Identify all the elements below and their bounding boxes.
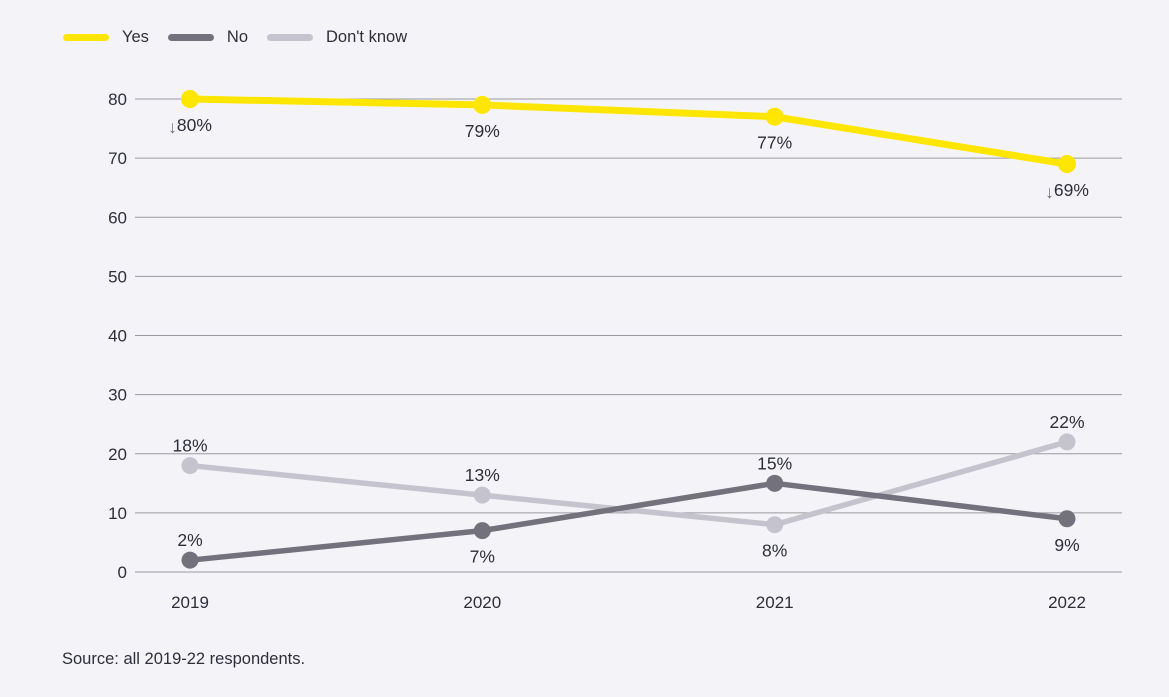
source-note: Source: all 2019-22 respondents. bbox=[62, 650, 306, 668]
point-don-t-know-2021 bbox=[766, 516, 784, 534]
data-label-yes-2021: 77% bbox=[757, 133, 792, 153]
legend-label-no: No bbox=[226, 28, 249, 46]
x-tick-label-2021: 2021 bbox=[756, 593, 794, 612]
y-tick-label-20: 20 bbox=[108, 445, 127, 464]
x-tick-label-2019: 2019 bbox=[171, 593, 209, 612]
x-tick-label-2020: 2020 bbox=[463, 593, 501, 612]
point-don-t-know-2020 bbox=[473, 486, 491, 504]
point-don-t-know-2022 bbox=[1058, 433, 1076, 451]
series-line-don-t-know bbox=[187, 439, 1070, 528]
data-label-no-2021: 15% bbox=[757, 453, 792, 473]
data-label-don-t-know-2020: 13% bbox=[465, 465, 500, 485]
point-don-t-know-2019 bbox=[181, 457, 199, 475]
series-line-yes bbox=[186, 95, 1071, 168]
legend-label-yes: Yes bbox=[122, 28, 149, 46]
y-tick-label-30: 30 bbox=[108, 386, 127, 405]
y-tick-label-10: 10 bbox=[108, 504, 127, 523]
y-tick-label-0: 0 bbox=[118, 563, 127, 582]
point-no-2022 bbox=[1058, 510, 1076, 528]
data-label-no-2019: 2% bbox=[177, 530, 202, 550]
y-tick-label-70: 70 bbox=[108, 149, 127, 168]
legend-swatch-dont-know bbox=[267, 33, 314, 41]
point-yes-2019 bbox=[181, 90, 199, 108]
legend-swatch-no bbox=[167, 33, 214, 41]
data-label-yes-2019: ↓80% bbox=[168, 115, 212, 137]
y-tick-label-80: 80 bbox=[108, 90, 127, 109]
data-label-no-2020: 7% bbox=[470, 547, 495, 567]
point-yes-2022 bbox=[1058, 155, 1076, 174]
data-label-don-t-know-2021: 8% bbox=[762, 541, 787, 561]
point-no-2020 bbox=[473, 522, 491, 540]
legend-item-yes: Yes bbox=[63, 27, 149, 47]
data-label-don-t-know-2019: 18% bbox=[172, 436, 207, 456]
legend-item-no: No bbox=[167, 27, 249, 47]
series-line-no bbox=[187, 480, 1070, 563]
x-tick-label-2022: 2022 bbox=[1048, 593, 1086, 612]
y-tick-label-40: 40 bbox=[108, 327, 127, 346]
data-label-don-t-know-2022: 22% bbox=[1049, 412, 1084, 432]
point-no-2019 bbox=[181, 551, 199, 569]
data-label-yes-2020: 79% bbox=[465, 121, 500, 141]
down-arrow-icon: ↓ bbox=[168, 117, 177, 137]
legend-item-dont-know: Don't know bbox=[267, 27, 407, 47]
chart-legend: Yes No Don't know bbox=[63, 27, 407, 47]
point-yes-2021 bbox=[765, 107, 784, 126]
data-label-no-2022: 9% bbox=[1054, 535, 1079, 555]
legend-label-dont-know: Don't know bbox=[326, 28, 408, 46]
y-tick-label-50: 50 bbox=[108, 267, 127, 286]
point-yes-2020 bbox=[473, 95, 492, 114]
point-no-2021 bbox=[766, 474, 784, 492]
data-label-yes-2022: ↓69% bbox=[1045, 180, 1089, 202]
y-tick-label-60: 60 bbox=[108, 208, 127, 227]
down-arrow-icon: ↓ bbox=[1045, 182, 1054, 202]
legend-swatch-yes bbox=[63, 33, 109, 41]
